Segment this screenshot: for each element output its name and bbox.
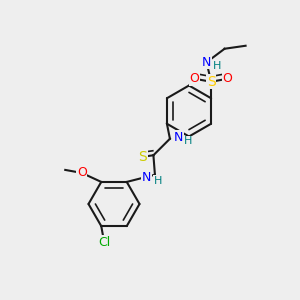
Text: O: O <box>77 167 87 179</box>
Text: Cl: Cl <box>98 236 110 249</box>
Text: H: H <box>213 61 221 71</box>
Text: S: S <box>139 150 147 164</box>
Text: O: O <box>223 72 232 85</box>
Text: N: N <box>142 171 151 184</box>
Text: S: S <box>207 75 215 89</box>
Text: N: N <box>174 131 183 144</box>
Text: H: H <box>154 176 162 186</box>
Text: H: H <box>184 136 193 146</box>
Text: N: N <box>202 56 211 69</box>
Text: O: O <box>190 72 200 85</box>
